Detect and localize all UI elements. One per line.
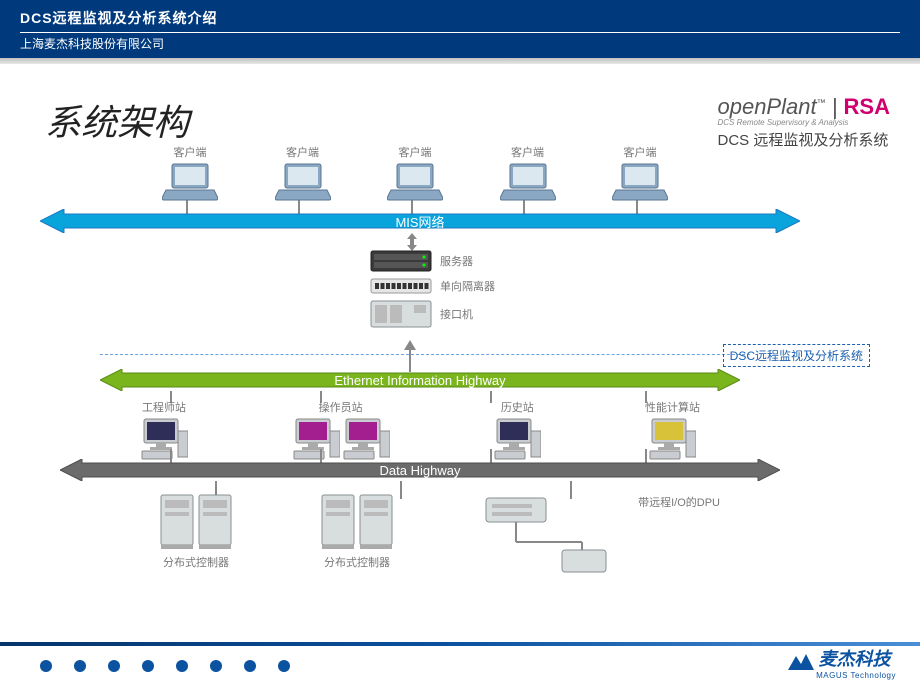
- network-switch-icon: [370, 278, 432, 294]
- server-stack: 服务器单向隔离器接口机: [370, 244, 550, 334]
- mis-bar-label: MIS网络: [62, 209, 778, 233]
- brand-logo: openPlant™ | RSA DCS Remote Supervisory …: [717, 94, 890, 150]
- mis-network-bar: MIS网络: [40, 209, 800, 233]
- station: 性能计算站: [645, 399, 700, 461]
- brand-name: openPlant: [717, 94, 816, 119]
- client-label: 客户端: [375, 144, 455, 160]
- distributed-controller: 分布式控制器: [160, 494, 232, 570]
- station: 历史站: [493, 399, 541, 461]
- clients-row: 客户端 客户端 客户端 客户端 客户端: [150, 144, 680, 207]
- footer-dot: [244, 660, 256, 672]
- dpu-label: 带远程I/O的DPU: [638, 494, 720, 510]
- data-bar-label: Data Highway: [82, 459, 758, 481]
- footer-dot: [40, 660, 52, 672]
- footer-accent-bar: [0, 642, 920, 646]
- stack-item-isolator: 单向隔离器: [370, 278, 550, 294]
- controller-cabinet-icon: [198, 494, 232, 550]
- dpu-device-icon: [482, 494, 632, 574]
- stack-label: 接口机: [440, 306, 473, 322]
- controller-cabinet-icon: [359, 494, 393, 550]
- client-laptop: 客户端: [488, 144, 568, 207]
- page-title: 系统架构: [45, 94, 189, 146]
- slide-content: 系统架构 openPlant™ | RSA DCS Remote Supervi…: [0, 64, 920, 664]
- client-laptop: 客户端: [375, 144, 455, 207]
- footer-dots: [40, 660, 290, 672]
- interface-pc-icon: [370, 300, 432, 328]
- controller-label: 分布式控制器: [321, 554, 393, 570]
- dsc-caption: DSC远程监视及分析系统: [723, 344, 870, 367]
- client-label: 客户端: [488, 144, 568, 160]
- footer-dot: [74, 660, 86, 672]
- ethernet-bar-label: Ethernet Information Highway: [122, 369, 718, 391]
- brand-sep: |: [832, 94, 838, 119]
- footer-company-en: MAGUS Technology: [816, 671, 896, 680]
- footer-dot: [108, 660, 120, 672]
- stack-label: 单向隔离器: [440, 278, 495, 294]
- controller-label: 分布式控制器: [160, 554, 232, 570]
- header-subtitle: 上海麦杰科技股份有限公司: [20, 35, 900, 52]
- brand-suffix: RSA: [844, 94, 890, 119]
- boundary-dashed-line: [100, 354, 750, 355]
- station: 工程师站: [140, 399, 188, 461]
- client-label: 客户端: [150, 144, 230, 160]
- client-label: 客户端: [263, 144, 343, 160]
- slide-header: DCS远程监视及分析系统介绍 上海麦杰科技股份有限公司: [0, 0, 920, 58]
- brand-tm: ™: [817, 98, 826, 108]
- station-label: 工程师站: [140, 399, 188, 415]
- arrow-up-icon: [404, 340, 416, 350]
- footer-dot: [210, 660, 222, 672]
- rack-server-icon: [370, 250, 432, 272]
- station-label: 操作员站: [292, 399, 390, 415]
- header-title: DCS远程监视及分析系统介绍: [20, 8, 900, 28]
- footer-logo: 麦杰科技 MAGUS Technology: [788, 645, 896, 680]
- stations-row: 工程师站 操作员站 历史站 性能计算站: [140, 399, 700, 461]
- distributed-controller: 分布式控制器: [321, 494, 393, 570]
- footer-company-cn: 麦杰科技: [819, 649, 891, 669]
- footer-dot: [176, 660, 188, 672]
- station: 操作员站: [292, 399, 390, 461]
- client-laptop: 客户端: [263, 144, 343, 207]
- controller-cabinet-icon: [160, 494, 194, 550]
- client-label: 客户端: [600, 144, 680, 160]
- ethernet-highway-bar: Ethernet Information Highway: [100, 369, 740, 391]
- dpu-unit: 带远程I/O的DPU: [482, 494, 720, 574]
- controller-cabinet-icon: [321, 494, 355, 550]
- controllers-row: 分布式控制器 分布式控制器 带远程I/O的DPU: [160, 494, 720, 574]
- stack-label: 服务器: [440, 253, 473, 269]
- station-label: 性能计算站: [645, 399, 700, 415]
- footer-logo-icon: [788, 652, 814, 670]
- brand-logo-main: openPlant™ | RSA: [717, 94, 890, 120]
- data-highway-bar: Data Highway: [60, 459, 780, 481]
- stack-item-server: 服务器: [370, 250, 550, 272]
- stack-item-interface: 接口机: [370, 300, 550, 328]
- header-rule: [20, 32, 900, 33]
- station-label: 历史站: [493, 399, 541, 415]
- architecture-diagram: 客户端 客户端 客户端 客户端 客户端 MIS网络 服务器单向隔离器接口: [100, 144, 750, 664]
- footer-dot: [278, 660, 290, 672]
- footer-dot: [142, 660, 154, 672]
- client-laptop: 客户端: [150, 144, 230, 207]
- client-laptop: 客户端: [600, 144, 680, 207]
